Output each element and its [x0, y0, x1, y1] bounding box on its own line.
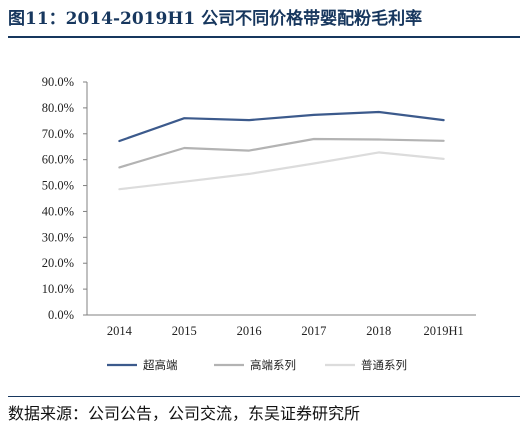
y-tick-label: 40.0% — [42, 204, 74, 218]
series-line-1 — [118, 110, 445, 143]
y-tick-label: 60.0% — [42, 153, 74, 167]
series-line-3 — [118, 151, 445, 191]
y-tick-label: 90.0% — [42, 75, 74, 89]
y-tick-label: 0.0% — [48, 308, 74, 322]
legend-label: 高端系列 — [250, 358, 296, 372]
legend-label: 普通系列 — [361, 358, 407, 372]
x-tick-label: 2018 — [366, 324, 391, 338]
source-note: 数据来源：公司公告，公司交流，东吴证券研究所 — [8, 404, 361, 423]
legend-label: 超高端 — [143, 358, 178, 372]
legend: 超高端 高端系列 普通系列 — [107, 358, 407, 372]
y-tick-label: 50.0% — [42, 179, 74, 193]
y-tick-label: 10.0% — [42, 282, 74, 296]
x-tick-label: 2016 — [237, 324, 262, 338]
x-tick-label: 2019H1 — [423, 324, 463, 338]
title-rule — [8, 36, 520, 38]
y-tick-label: 80.0% — [42, 101, 74, 115]
figure-title: 图11：2014-2019H1 公司不同价格带婴配粉毛利率 — [8, 9, 423, 29]
x-tick-label: 2014 — [107, 324, 133, 338]
y-tick-label: 70.0% — [42, 127, 74, 141]
source-rule — [8, 396, 520, 397]
series-line-2 — [118, 137, 445, 169]
y-tick-label: 20.0% — [42, 256, 74, 270]
series-lines — [118, 110, 445, 191]
x-axis: 2014 2015 2016 2017 2018 2019H1 — [87, 314, 476, 338]
y-axis: 0.0% 10.0% 20.0% 30.0% 40.0% 50.0% 60.0% 70.0% 8… — [42, 75, 88, 322]
x-tick-label: 2017 — [301, 324, 326, 338]
y-tick-label: 30.0% — [42, 230, 74, 244]
x-tick-label: 2015 — [172, 324, 197, 338]
